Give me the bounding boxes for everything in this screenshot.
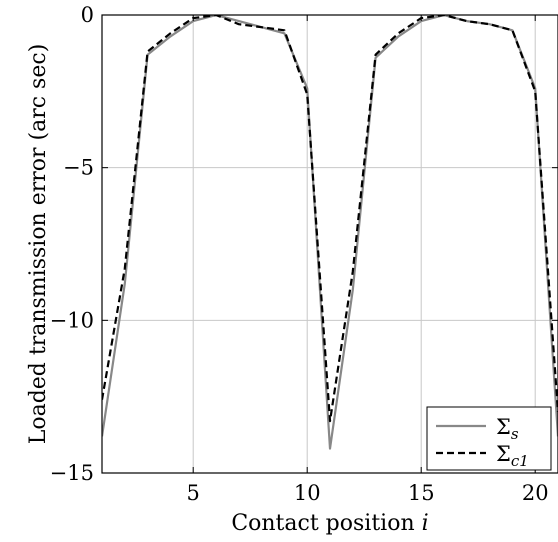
x-tick-label-10: 10 (294, 481, 321, 505)
legend-label-sigma-s-sub: s (511, 425, 519, 443)
y-tick-label-2: −10 (50, 308, 94, 332)
series-line-sigma-s (102, 15, 558, 450)
legend-label-sigma-s-base: Σ (496, 415, 511, 439)
x-axis-label-text: Contact position (231, 511, 414, 536)
ticks (102, 14, 558, 474)
legend-label-sigma-s: Σs (496, 415, 519, 443)
y-tick-label-3: −15 (50, 461, 94, 485)
x-axis-label: Contact position i (231, 511, 428, 536)
x-tick-label-5: 5 (187, 481, 200, 505)
y-axis-label: Loaded transmission error (arc sec) (26, 44, 51, 445)
y-tick-label-1: −5 (63, 156, 94, 180)
x-tick-labels: 5 10 15 20 (187, 481, 549, 505)
legend-label-sigma-c1: Σc1 (496, 442, 529, 470)
series-group (102, 15, 558, 450)
legend-box (426, 406, 552, 471)
x-axis-label-variable: i (422, 511, 429, 536)
legend: Σs Σc1 (426, 406, 552, 471)
y-tick-labels: 0 −5 −10 −15 (50, 3, 94, 485)
legend-label-sigma-c1-base: Σ (496, 442, 511, 466)
x-tick-label-15: 15 (408, 481, 435, 505)
y-tick-label-0: 0 (81, 3, 94, 27)
grid (102, 14, 558, 474)
series-line-sigma-c1 (102, 15, 558, 423)
legend-label-sigma-c1-sub: c1 (511, 452, 529, 470)
x-tick-label-20: 20 (522, 481, 549, 505)
plot-frame (101, 14, 558, 474)
